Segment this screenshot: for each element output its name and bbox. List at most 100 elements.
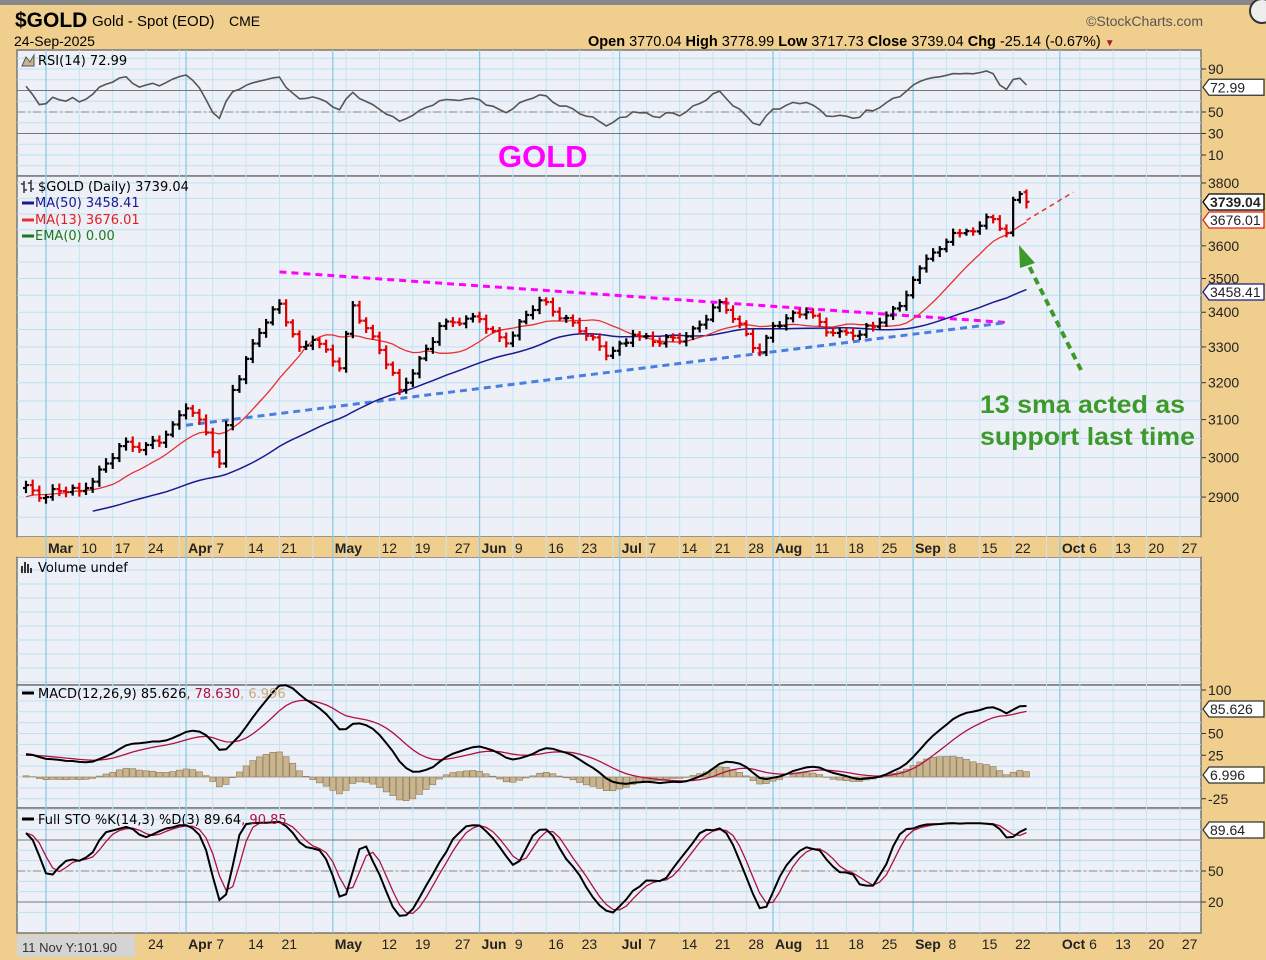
price-bar [189,404,196,417]
macd-histogram-bar [242,765,250,778]
macd-histogram-bar [416,776,423,795]
price-bar [29,479,36,496]
price-bar [349,301,356,339]
macd-histogram-bar [956,757,964,778]
price-bar [816,312,823,327]
ma13-value-box-text: 3676.01 [1210,212,1261,228]
x-tick-top: 21 [281,540,297,556]
macd-histogram-bar [202,775,210,778]
macd-histogram-bar [276,751,283,778]
price-bar [483,314,490,334]
macd-histogram-bar [189,769,197,778]
macd-histogram-bar [556,775,563,778]
svg-text:Open 3770.04 High 3778.99 Low: Open 3770.04 High 3778.99 Low 3717.73 Cl… [588,34,1115,50]
ma50-line [92,288,1027,512]
price-bar [1003,224,1010,238]
price-bar [750,329,757,353]
macd-histogram-bar [936,756,944,778]
x-tick-bottom: 14 [248,936,264,952]
price-bar [456,317,463,327]
price-bar [523,310,530,325]
price-bar [850,327,857,341]
x-tick-top: 11 [815,540,830,556]
macd-histogram-bar [222,776,230,785]
x-tick-top: 19 [415,540,431,556]
macd-histogram-bar [429,776,437,786]
macd-histogram-bar [356,776,363,783]
price-bar [236,375,243,393]
macd-histogram-bar [809,772,817,778]
volume-label: Volume undef [38,561,128,576]
rsi-label: RSI(14) 72.99 [38,54,127,69]
macd-histogram-bar [536,772,543,778]
price-bar [696,320,703,333]
price-bar [896,301,903,312]
price-bar [209,427,216,458]
x-tick-bottom: 11 [815,936,830,952]
x-tick-top: Jun [482,540,507,556]
price-bar [843,327,850,336]
x-tick-bottom: Jul [622,936,642,952]
macd-histogram-bar [1003,774,1010,778]
price-bar [589,333,596,341]
support-arrow-shaft [1025,261,1083,371]
x-tick-bottom: 20 [1149,936,1165,952]
macd-histogram-bar [796,773,804,778]
price-bar [76,482,83,497]
macd-histogram-bar [489,775,497,778]
low-value: 3717.73 [811,34,863,50]
price-bar [603,341,610,361]
close-chart-button[interactable] [1249,0,1266,24]
ma13-legend: MA(13) 3676.01 [35,213,140,228]
macd-histogram-bar [736,771,743,778]
price-bar [443,318,450,330]
macd-value-box-text: 85.626 [1210,701,1253,717]
price-bar [116,442,123,463]
price-bar [36,485,43,502]
sto-value-box-frame [1202,821,1265,839]
price-bar [790,310,797,323]
ema-legend: EMA(0) 0.00 [35,229,115,244]
macd-histogram-bar [382,776,390,793]
macd-hist-value-box-frame [1202,766,1265,784]
x-tick-top: 14 [682,540,698,556]
price-axis-label: 3100 [1208,412,1239,428]
price-bar [796,308,803,319]
macd-histogram-bar [262,754,270,778]
price-axis-label: 3200 [1208,375,1239,391]
macd-histogram-bar [749,776,757,781]
price-bar [89,477,96,493]
price-bar [723,297,730,314]
price-bar [383,345,390,370]
price-bar [163,430,170,448]
price-bar [976,221,983,235]
close-value: 3739.04 [911,34,963,50]
price-bar [596,333,603,351]
price-bar [22,480,29,494]
price-bar [403,377,410,394]
close-icon[interactable] [1249,0,1266,24]
price-bar [396,368,403,396]
price-bar [656,337,663,347]
macd-value-box: 85.626 [1202,700,1265,718]
price-bar [963,228,970,236]
price-bar [356,300,363,324]
price-axis-label: 3000 [1208,450,1239,466]
price-bar [309,335,316,351]
price-bar [943,238,950,253]
note-line-1: 13 sma acted as [980,391,1185,419]
price-bar [1016,191,1023,204]
macd-histogram-bar [943,756,950,778]
x-tick-top: 23 [582,540,598,556]
macd-histogram-bar [49,776,56,780]
brand-logo: ©StockCharts.com [1086,13,1203,29]
price-bar [930,248,937,262]
macd-signal-value: , 78.630 [186,687,240,702]
x-tick-bottom: 23 [582,936,598,952]
macd-histogram-bar [329,776,337,791]
price-bar [83,482,90,495]
close-value-box-frame [1202,193,1265,211]
macd-histogram-bar [36,776,43,779]
price-bar [549,297,556,317]
macd-histogram-bar [469,770,477,778]
